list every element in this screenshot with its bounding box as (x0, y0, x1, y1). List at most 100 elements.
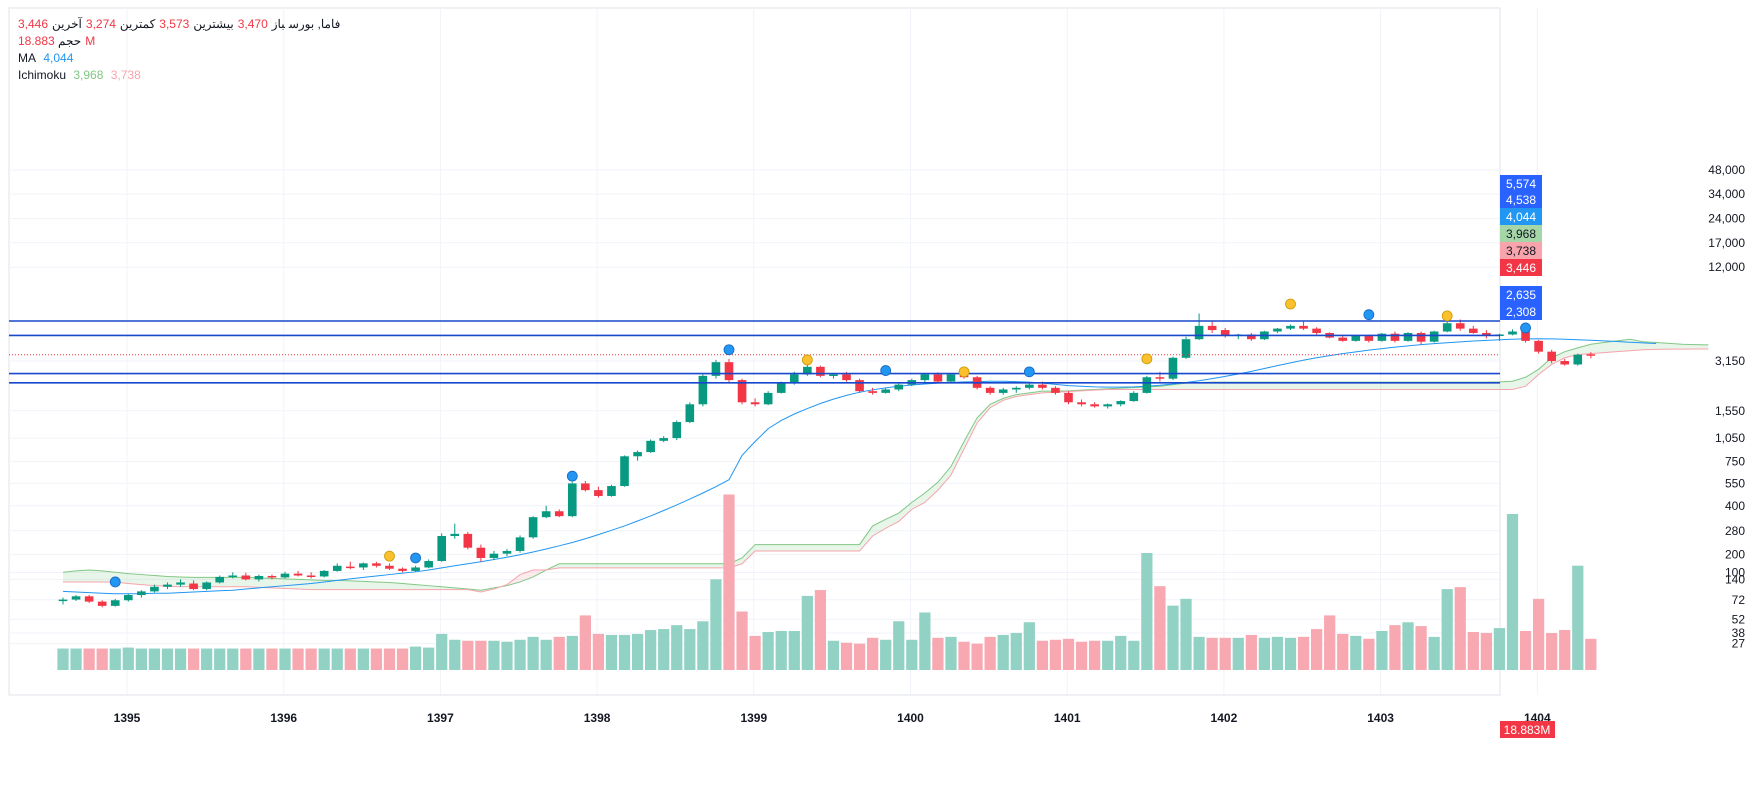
event-marker-blue (723, 344, 735, 356)
y-tick-label: 140 (1725, 572, 1745, 586)
legend-volume[interactable]: حجم 18.883M (18, 33, 344, 50)
legend-ma[interactable]: MA 4,044 (18, 50, 344, 67)
volume-bar (788, 631, 800, 670)
candle-body (1482, 332, 1491, 337)
volume-bar (1337, 633, 1349, 670)
ichimoku-cloud-segment (1186, 382, 1200, 390)
volume-bar (109, 648, 121, 670)
volume-bar (462, 640, 474, 670)
x-tick-label: 1403 (1367, 711, 1394, 725)
volume-bar (423, 647, 435, 670)
legend-ichimoku[interactable]: Ichimoku 3,968 3,738 (18, 67, 344, 84)
y-tick-label: 52 (1732, 612, 1746, 626)
legend-symbol[interactable]: فاما, بورس (288, 17, 341, 31)
volume-bar (527, 636, 539, 670)
candle-body (241, 575, 251, 580)
candle-body (1351, 336, 1361, 341)
price-badge-line (1500, 286, 1542, 303)
y-tick-label: 1,050 (1715, 431, 1745, 445)
event-marker-yellow (1141, 353, 1153, 365)
x-tick-label: 1400 (897, 711, 924, 725)
ichimoku-cloud-segment (1303, 382, 1317, 390)
ichimoku-cloud-segment (1551, 351, 1565, 365)
y-tick-label: 550 (1725, 476, 1745, 490)
candle-body (1547, 351, 1556, 362)
volume-bar (1532, 598, 1545, 670)
candle-body (1508, 331, 1517, 335)
candle-body (1155, 377, 1165, 379)
volume-bar (344, 648, 356, 670)
legend-high-label: بیشترین (193, 17, 234, 31)
ichimoku-cloud-segment (598, 563, 612, 568)
volume-bar (1389, 625, 1401, 670)
ichimoku-cloud-segment (572, 563, 586, 568)
volume-bar (984, 636, 996, 670)
ichimoku-cloud-segment (76, 570, 90, 582)
ichimoku-cloud-segment (128, 573, 142, 585)
volume-bar (148, 648, 161, 670)
legend-last-label: آخرین (52, 17, 82, 31)
candle-body (424, 561, 433, 568)
ichimoku-cloud-segment (1408, 382, 1422, 390)
volume-bar (631, 633, 644, 670)
volume-bar (1115, 635, 1127, 670)
volume-bar (867, 637, 879, 670)
candle-body (594, 490, 603, 496)
candle-body (1364, 336, 1374, 341)
x-tick-label: 1401 (1054, 711, 1081, 725)
legend-ma-label: MA (18, 51, 36, 65)
candle-body (881, 389, 890, 393)
volume-bar (1193, 636, 1205, 670)
volume-bar (187, 648, 200, 670)
ichimoku-cloud-segment (1603, 340, 1617, 353)
event-marker-yellow (1285, 298, 1296, 310)
ichimoku-cloud-segment (755, 544, 769, 551)
legend-volume-value: 18.883M (18, 34, 96, 48)
ichimoku-cloud-segment (807, 544, 821, 551)
event-marker-blue (1023, 366, 1035, 378)
event-marker-blue (1520, 322, 1531, 334)
legend-open-value: 3,470 (237, 17, 268, 31)
candle-body (267, 575, 277, 578)
volume-bar (161, 648, 174, 670)
volume-bar (1023, 622, 1035, 670)
volume-bar (305, 648, 317, 670)
volume-bar (436, 633, 448, 670)
ichimoku-cloud-segment (376, 581, 390, 590)
candle-body (685, 404, 695, 423)
event-marker-yellow (384, 550, 395, 562)
price-badge-label: 4,538 (1506, 193, 1536, 207)
ichimoku-cloud-segment (833, 544, 847, 551)
volume-bar (1297, 636, 1310, 670)
candle-body (528, 517, 538, 538)
candle-body (359, 563, 368, 568)
volume-bar (906, 639, 918, 670)
ichimoku-cloud-segment (1277, 382, 1291, 390)
candle-body (646, 440, 655, 453)
ichimoku-cloud-segment (820, 544, 834, 551)
ichimoku-cloud-segment (1538, 357, 1552, 375)
candle-body (332, 565, 342, 571)
ichimoku-cloud-segment (63, 570, 77, 582)
candle-body (1312, 328, 1321, 333)
candle-body (476, 547, 486, 558)
volume-bar (1036, 640, 1049, 670)
volume-bar (1258, 637, 1270, 670)
volume-bar (945, 636, 957, 670)
volume-bar (1232, 637, 1244, 670)
volume-bar (501, 641, 513, 670)
y-tick-label: 3,150 (1715, 354, 1745, 368)
candle-body (776, 383, 786, 393)
y-tick-label: 24,000 (1708, 212, 1745, 226)
candle-body (1220, 330, 1230, 337)
candle-body (150, 586, 159, 592)
candle-body (620, 456, 629, 487)
candle-body (437, 535, 447, 562)
x-tick-label: 1399 (740, 711, 767, 725)
ichimoku-cloud-segment (1434, 382, 1448, 390)
candle-body (1377, 333, 1387, 341)
ichimoku-cloud-segment (1695, 344, 1709, 350)
volume-bar (83, 648, 95, 670)
